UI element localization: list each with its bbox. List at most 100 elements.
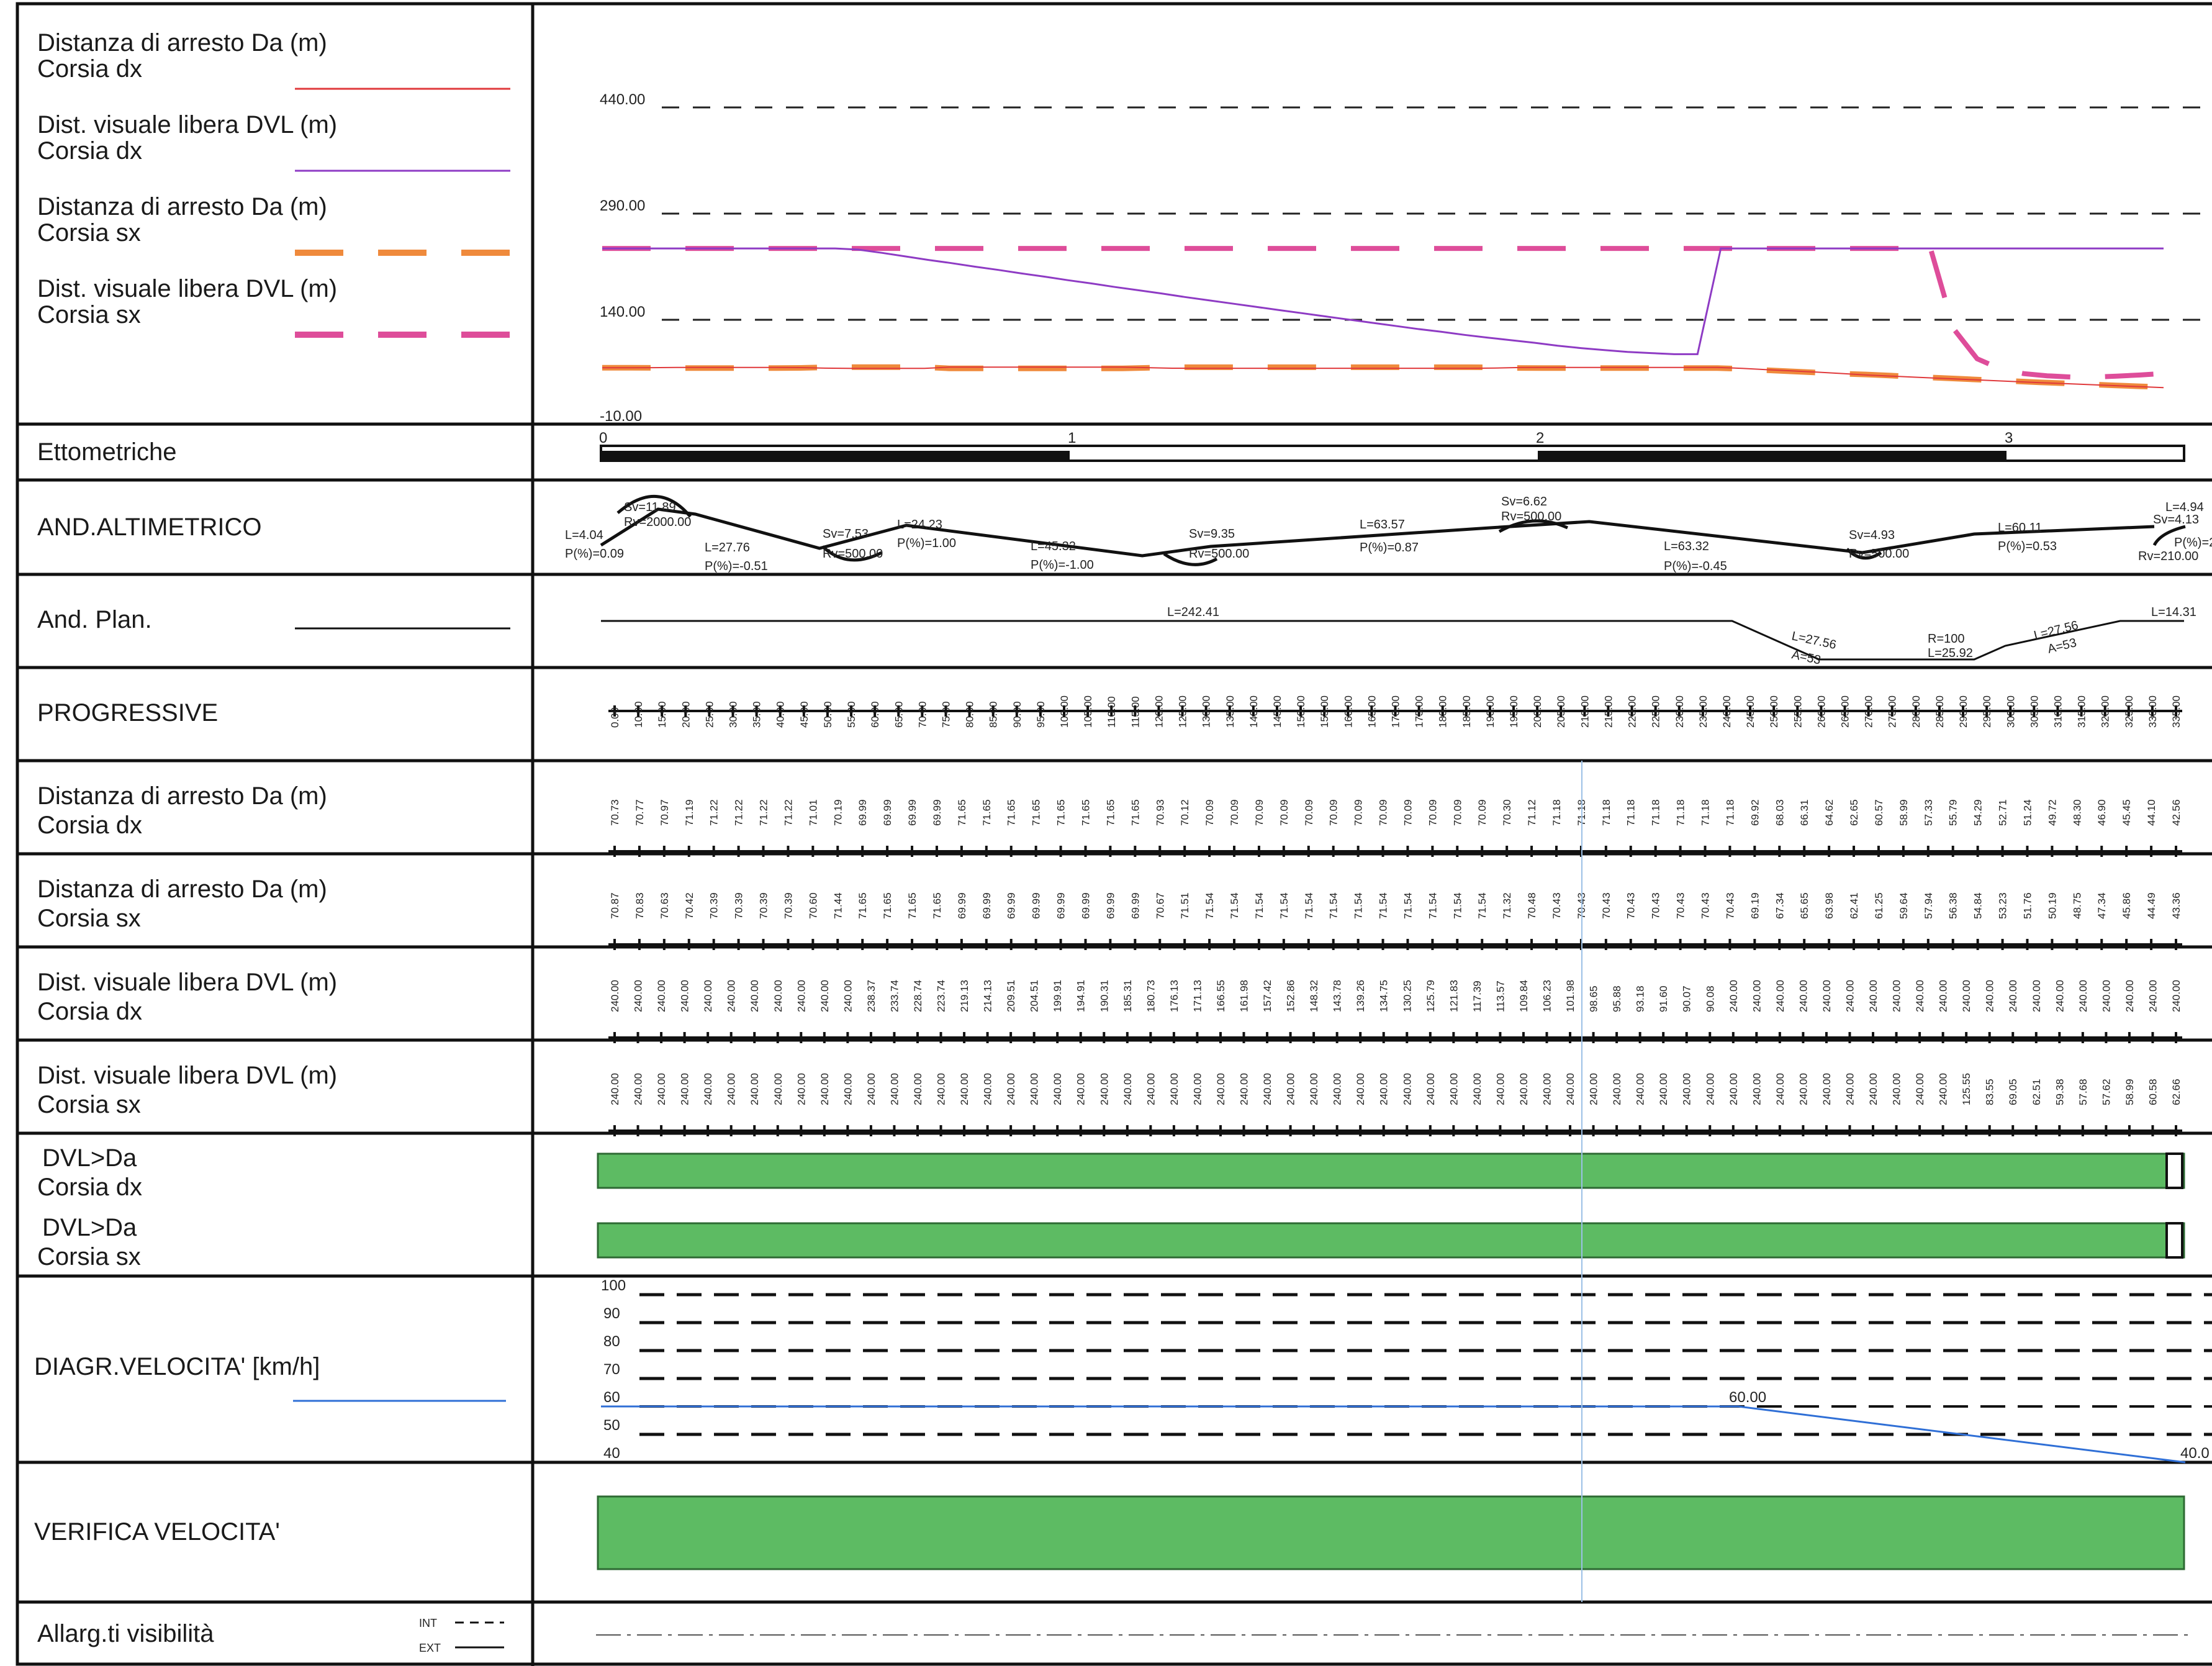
da-sx-value: 59.64	[1898, 892, 1910, 919]
dvl-dx-value: 240.00	[1751, 980, 1763, 1012]
da-sx-value: 71.51	[1179, 892, 1191, 919]
dvl-sx-value: 240.00	[912, 1073, 924, 1105]
alt-s3-slope: P(%)=1.00	[897, 536, 956, 550]
speed-tick-100: 100	[601, 1277, 626, 1294]
dvl-dx-value: 240.00	[2170, 980, 2182, 1012]
dvl-sx-value: 240.00	[842, 1073, 854, 1105]
progressive-value: 95.00	[1035, 701, 1047, 728]
dvl-dx-value: 240.00	[2147, 980, 2159, 1012]
plan-straight2-label: L=14.31	[2151, 605, 2196, 619]
dvl-dx-value: 139.26	[1355, 980, 1366, 1012]
alt-s4-length: L=45.32	[1031, 540, 1076, 553]
dvl-sx-value: 240.00	[1145, 1073, 1157, 1105]
row-label-dvl-dx-lane: Corsia dx	[37, 998, 142, 1025]
dvl-sx-value: 240.00	[1471, 1073, 1483, 1105]
dvl-sx-value: 240.00	[1821, 1073, 1833, 1105]
da-sx-value: 71.32	[1501, 892, 1513, 919]
progressive-value: 285.00	[1934, 695, 1946, 728]
progressive-value: 20.00	[680, 701, 692, 728]
verifica-bar	[598, 1496, 2184, 1569]
dvl-sx-value: 240.00	[1308, 1073, 1320, 1105]
dvl-sx-value: 58.99	[2124, 1079, 2136, 1105]
speed-tick-40: 40	[603, 1445, 620, 1462]
dvl-sx-value: 240.00	[1704, 1073, 1716, 1105]
dvl-dx-value: 240.00	[842, 980, 854, 1012]
progressive-value: 275.00	[1887, 695, 1898, 728]
dvl-dx-value: 240.00	[1821, 980, 1833, 1012]
progressive-values: 0.00 10.00 15.00 20.00 25.00 30.00 35.00 40.00 4…	[608, 695, 2182, 728]
da-sx-value: 71.54	[1476, 892, 1488, 919]
dvl-dx-value: 95.88	[1611, 985, 1623, 1012]
progressive-value: 160.00	[1342, 695, 1354, 728]
progressive-value: 90.00	[1011, 701, 1023, 728]
da-dx-value: 70.09	[1402, 799, 1414, 826]
da-sx-value: 62.41	[1848, 892, 1860, 919]
dvl-dx-value: 98.65	[1588, 985, 1600, 1012]
progressive-value: 30.00	[728, 701, 739, 728]
check-sx-end-cap	[2167, 1223, 2182, 1257]
progressive-value: 180.00	[1437, 695, 1449, 728]
dvl-dx-value: 240.00	[2007, 980, 2019, 1012]
da-sx-value: 69.99	[1031, 892, 1042, 919]
da-dx-value: 64.62	[1823, 799, 1835, 826]
dvl-dx-value: 238.37	[865, 980, 877, 1012]
da-dx-value: 54.29	[1972, 799, 1984, 826]
da-dx-value: 69.99	[857, 799, 869, 826]
da-sx-value: 71.54	[1229, 892, 1240, 919]
da-dx-value: 52.71	[1997, 799, 2009, 826]
dvl-sx-value: 83.55	[1984, 1079, 1996, 1105]
speed-diagram: 100 90 80 70 60 50 40 60.00 40.0	[601, 1277, 2212, 1462]
da-dx-value: 71.22	[708, 799, 720, 826]
da-dx-value: 71.18	[1700, 799, 1712, 826]
da-dx-value: 69.99	[931, 799, 943, 826]
dvl-sx-value: 240.00	[633, 1073, 644, 1105]
da-dx-value: 71.18	[1625, 799, 1637, 826]
dvl-dx-value: 233.74	[888, 980, 900, 1012]
alt-s2-slope: P(%)=-0.51	[705, 559, 768, 573]
dvl-dx-value: 130.25	[1401, 980, 1413, 1012]
da-dx-value: 71.19	[684, 799, 695, 826]
progressive-value: 35.00	[751, 701, 763, 728]
da-sx-value: 71.65	[857, 892, 869, 919]
dvl-sx-value: 240.00	[1215, 1073, 1227, 1105]
dvl-sx-value: 240.00	[1122, 1073, 1134, 1105]
da-sx-value: 71.54	[1278, 892, 1290, 919]
dvl-dx-value: 240.00	[2054, 980, 2065, 1012]
progressive-value: 155.00	[1319, 695, 1330, 728]
dvl-dx-value: 185.31	[1122, 980, 1134, 1012]
da-sx-value: 70.39	[782, 892, 794, 919]
progressive-value: 60.00	[869, 701, 881, 728]
da-dx-value: 69.99	[882, 799, 893, 826]
da-dx-value: 71.12	[1526, 799, 1538, 826]
progressive-value: 245.00	[1745, 695, 1756, 728]
alt-v6-sv: Sv=4.13	[2153, 513, 2199, 527]
da-sx-value: 69.99	[1104, 892, 1116, 919]
progressive-value: 150.00	[1295, 695, 1307, 728]
progressive-value: 270.00	[1863, 695, 1875, 728]
da-sx-value: 65.65	[1799, 892, 1810, 919]
progressive-value: 130.00	[1201, 695, 1212, 728]
speed-tick-80: 80	[603, 1333, 620, 1350]
progressive-value: 235.00	[1697, 695, 1709, 728]
ext-label: EXT	[419, 1642, 441, 1654]
dvl-dx-value: 90.07	[1681, 985, 1693, 1012]
da-dx-value: 62.65	[1848, 799, 1860, 826]
dvl-dx-values: 240.00 240.00 240.00 240.00 240.00 240.00 240.…	[608, 980, 2182, 1043]
dvl-sx-value: 62.66	[2170, 1079, 2182, 1105]
dvl-dx-value: 240.00	[2100, 980, 2112, 1012]
dvl-dx-value: 240.00	[2124, 980, 2136, 1012]
row-label-da-dx-lane: Corsia dx	[37, 812, 142, 839]
da-dx-value: 71.65	[1031, 799, 1042, 826]
da-dx-value: 57.33	[1923, 799, 1934, 826]
progressive-value: 210.00	[1579, 695, 1591, 728]
da-sx-value: 70.43	[1600, 892, 1612, 919]
da-sx-value: 70.60	[807, 892, 819, 919]
progressive-value: 65.00	[893, 701, 905, 728]
plan-clothoid2-a: A=53	[2046, 636, 2078, 656]
dvl-dx-value: 101.98	[1564, 980, 1576, 1012]
dvl-dx-value: 93.18	[1635, 985, 1646, 1012]
da-dx-value: 68.03	[1774, 799, 1785, 826]
da-dx-value: 71.65	[956, 799, 968, 826]
dvl-sx-value: 240.00	[1867, 1073, 1879, 1105]
progressive-value: 25.00	[703, 701, 715, 728]
